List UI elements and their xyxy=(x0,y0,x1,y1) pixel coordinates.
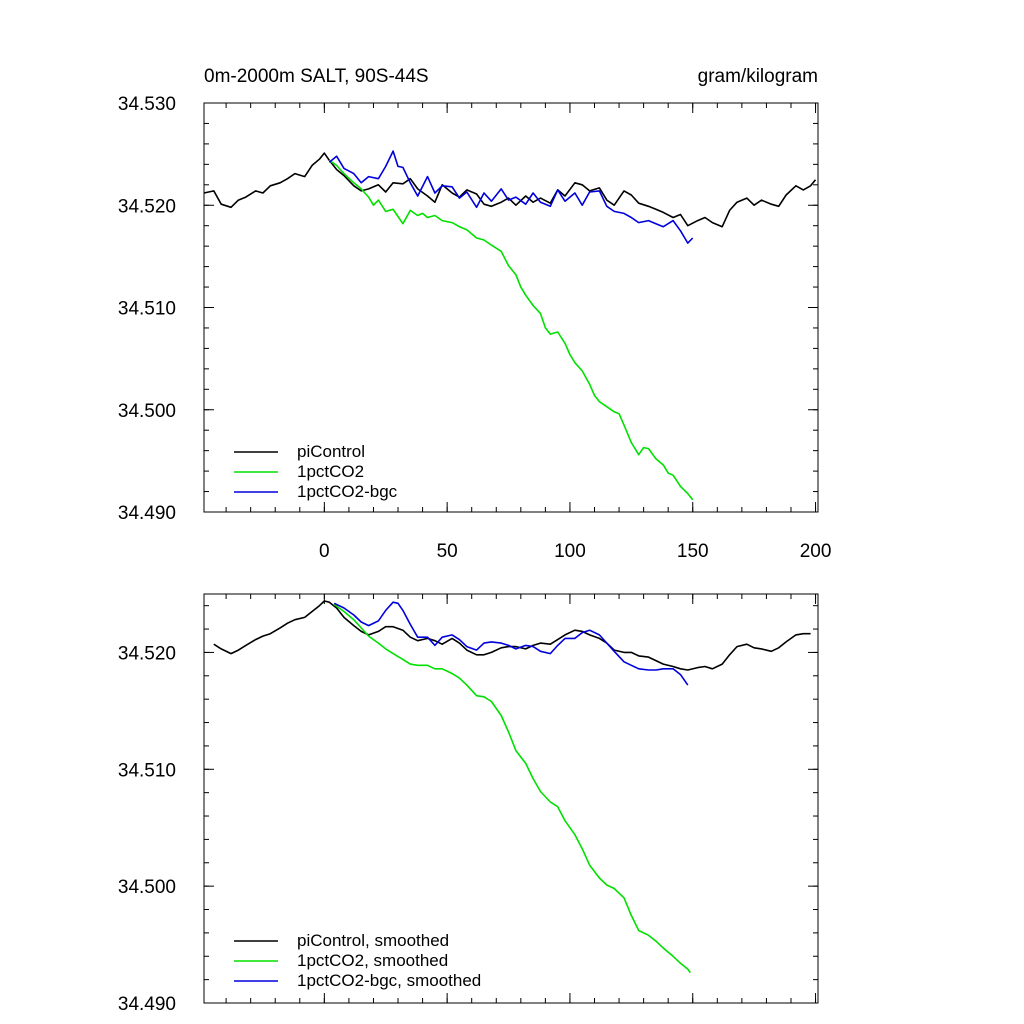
panel-2-legend-label-3: 1pctCO2-bgc, smoothed xyxy=(297,971,481,990)
panel-1-x-tick-label: 200 xyxy=(800,541,832,562)
panel-1-series-line-3 xyxy=(328,150,694,244)
panel-1-x-tick-label: 50 xyxy=(437,541,458,562)
panel-1-series-line-1 xyxy=(203,152,817,228)
panel-1-y-tick-label: 34.500 xyxy=(118,401,176,422)
panel-2-y-tick-label: 34.500 xyxy=(118,877,176,898)
panel-1-y-tick-label: 34.510 xyxy=(118,299,176,320)
panel-1-x-tick-label: 150 xyxy=(677,541,709,562)
panel-2-legend-label-2: 1pctCO2, smoothed xyxy=(297,951,448,970)
panel-1-legend-label-2: 1pctCO2 xyxy=(297,462,364,481)
panel-1-series-line-2 xyxy=(328,159,694,501)
panel-2-plot-frame xyxy=(203,593,819,1004)
panel-1-x-tick-label: 100 xyxy=(554,541,586,562)
panel-1-title-left: 0m-2000m SALT, 90S-44S xyxy=(204,66,429,87)
panel-2-series-line-3 xyxy=(333,601,689,686)
panel-1-y-tick-label: 34.490 xyxy=(118,503,176,524)
panel-1-y-tick-label: 34.530 xyxy=(118,94,176,115)
panel-1-y-tick-label: 34.520 xyxy=(118,196,176,217)
panel-1-x-tick-label: 0 xyxy=(319,541,330,562)
panel-1-legend-label-1: piControl xyxy=(297,442,365,461)
panel-2-series-line-2 xyxy=(333,603,691,974)
panel-1-units-label: gram/kilogram xyxy=(698,66,818,87)
panel-2-y-tick-label: 34.520 xyxy=(118,643,176,664)
panel-2-series-line-1 xyxy=(213,600,811,671)
panel-2-y-tick-label: 34.490 xyxy=(118,994,176,1015)
panel-1-legend-label-3: 1pctCO2-bgc xyxy=(297,482,398,501)
panel-2-legend-label-1: piControl, smoothed xyxy=(297,931,449,950)
panel-2-y-tick-label: 34.510 xyxy=(118,760,176,781)
